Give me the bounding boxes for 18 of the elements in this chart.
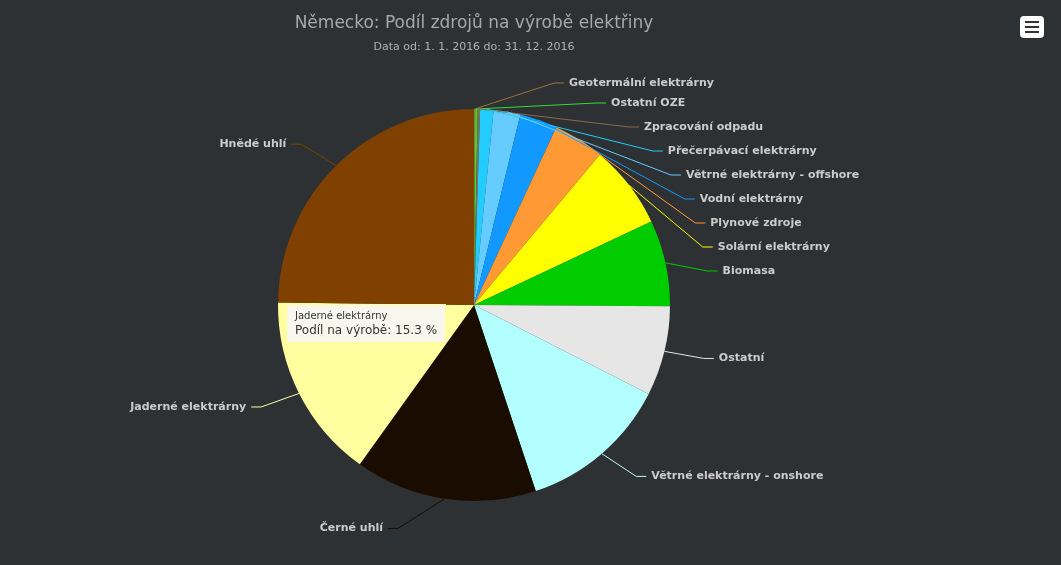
slice-label: Vodní elektrárny: [699, 191, 804, 205]
slice-label: Hnědé uhlí: [219, 137, 288, 151]
chart-subtitle: Data od: 1. 1. 2016 do: 31. 12. 2016: [372, 40, 576, 53]
slice-label: Zpracování odpadu: [643, 119, 764, 133]
slice-label: Ostatní OZE: [611, 95, 686, 109]
chart-title: Německo: Podíl zdrojů na výrobě elektřiny: [293, 12, 655, 32]
slice-label: Ostatní: [718, 351, 766, 365]
slice-label: Větrné elektrárny - onshore: [651, 469, 824, 483]
slice-label: Solární elektrárny: [717, 239, 830, 253]
slice-label: Plynové zdroje: [710, 215, 802, 229]
text: Podíl na výrobě: 15.3 %: [295, 323, 438, 337]
slice-label: Černé uhlí: [319, 521, 385, 535]
slice-label: Geotermální elektrárny: [569, 75, 714, 89]
slice-label: Biomasa: [722, 263, 776, 277]
slice-label: Jaderné elektrárny: [129, 399, 247, 413]
slice-label: Přečerpávací elektrárny: [667, 143, 817, 157]
text: Jaderné elektrárny: [295, 310, 389, 321]
slice-label: Větrné elektrárny - offshore: [685, 167, 860, 181]
